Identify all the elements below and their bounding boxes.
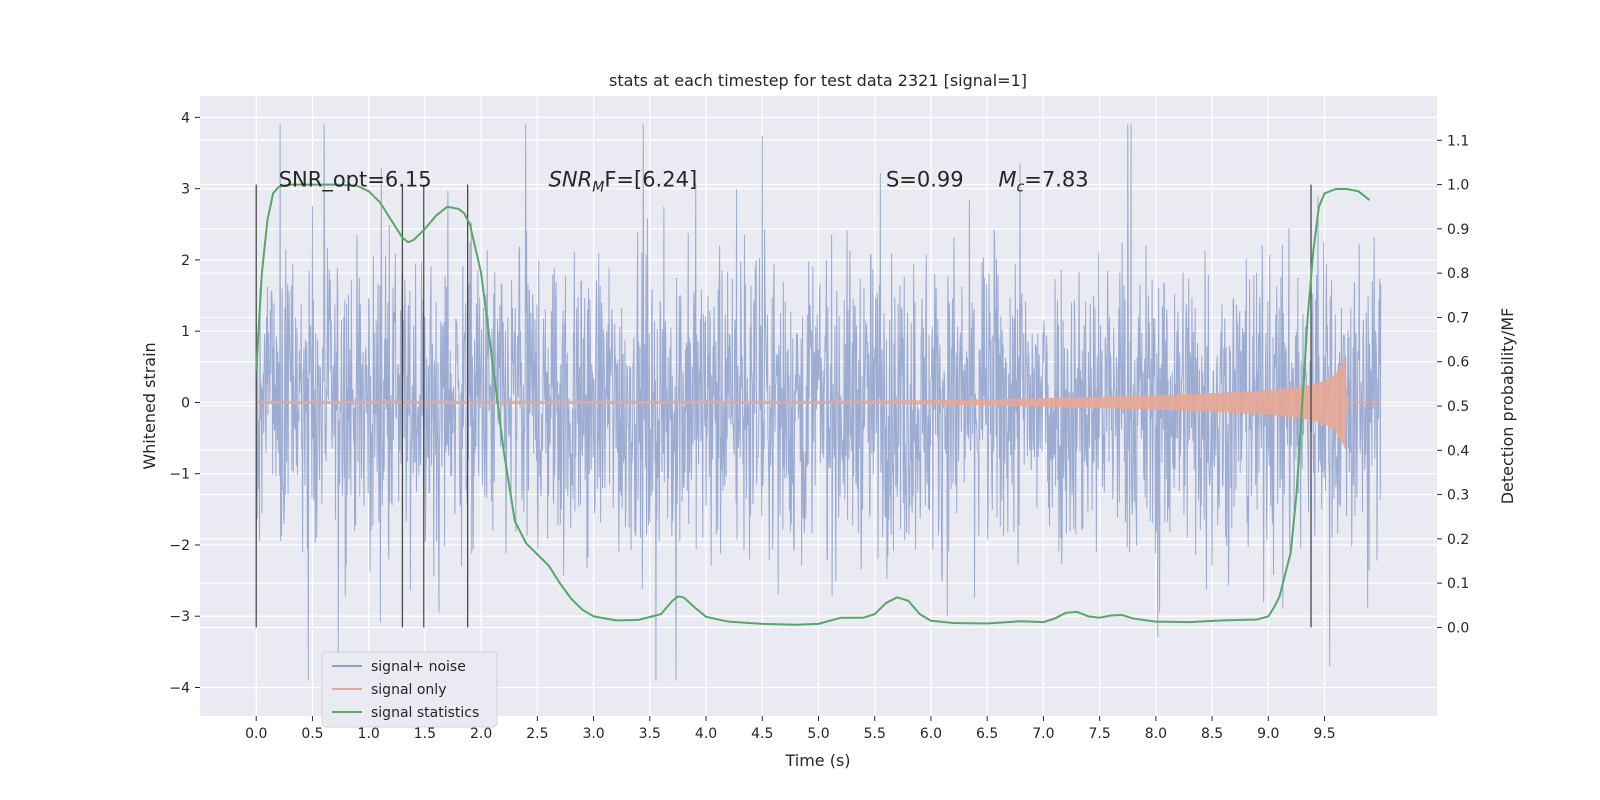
x-tick-label: 1.0 [358, 726, 380, 742]
x-tick-label: 8.0 [1145, 726, 1167, 742]
y-right-axis-ticks: 0.0 0.1 0.2 0.3 0.4 0.5 0.6 0.7 0.8 0.9 1.0 1.1 [1437, 133, 1469, 636]
y-right-tick-label: 0.3 [1447, 488, 1469, 504]
y-right-tick-label: 1.0 [1447, 178, 1469, 194]
x-tick-label: 4.0 [695, 726, 717, 742]
annotation: SNRMF=[6.24] [549, 168, 698, 196]
y-right-tick-label: 0.8 [1447, 266, 1469, 282]
y-right-tick-label: 0.9 [1447, 222, 1469, 238]
y-left-axis-label: Whitened strain [140, 342, 159, 469]
x-tick-label: 6.5 [976, 726, 998, 742]
x-tick-label: 7.0 [1032, 726, 1054, 742]
y-left-tick-label: −4 [169, 680, 190, 696]
x-tick-label: 7.5 [1089, 726, 1111, 742]
series-signal-only [255, 358, 1381, 447]
y-right-tick-label: 0.1 [1447, 576, 1469, 592]
x-tick-label: 2.5 [526, 726, 548, 742]
legend-label-signal-noise: signal+ noise [371, 659, 466, 675]
y-right-tick-label: 0.0 [1447, 620, 1469, 636]
x-tick-label: 5.0 [807, 726, 829, 742]
x-tick-label: 8.5 [1201, 726, 1223, 742]
y-left-tick-label: −3 [169, 609, 190, 625]
y-right-tick-label: 0.7 [1447, 310, 1469, 326]
annotation: Mc=7.83 [998, 168, 1088, 196]
y-right-axis-label: Detection probability/MF [1498, 308, 1517, 505]
series-signal-noise [255, 124, 1382, 681]
x-tick-label: 2.0 [470, 726, 492, 742]
y-right-tick-label: 0.2 [1447, 532, 1469, 548]
chart-title: stats at each timestep for test data 232… [609, 71, 1027, 90]
signal-noise-trace [255, 124, 1382, 681]
signal-only-trace [255, 358, 1381, 447]
x-tick-label: 0.0 [245, 726, 267, 742]
y-left-tick-label: −1 [169, 467, 190, 483]
y-right-tick-label: 0.4 [1447, 443, 1469, 459]
legend: signal+ noise signal only signal statist… [321, 651, 498, 728]
x-tick-label: 1.5 [414, 726, 436, 742]
x-tick-label: 9.0 [1257, 726, 1279, 742]
x-tick-label: 3.0 [582, 726, 604, 742]
y-left-tick-label: 2 [181, 253, 190, 269]
y-right-tick-label: 0.5 [1447, 399, 1469, 415]
y-left-tick-label: 1 [181, 324, 190, 340]
x-tick-label: 4.5 [751, 726, 773, 742]
x-tick-label: 3.5 [639, 726, 661, 742]
y-left-tick-label: 4 [181, 110, 190, 126]
x-axis-ticks: 0.0 0.5 1.0 1.5 2.0 2.5 3.0 3.5 4.0 4.5 5.0 5.5 6.0 6… [245, 716, 1336, 742]
vertical-markers [255, 184, 1312, 628]
y-left-tick-label: 3 [181, 182, 190, 198]
y-left-tick-label: −2 [169, 538, 190, 554]
y-left-axis-ticks: −4 −3 −2 −1 0 1 2 3 4 [169, 110, 200, 696]
series-signal-statistics [255, 183, 1371, 626]
legend-box [321, 651, 498, 728]
x-axis-label: Time (s) [784, 751, 850, 770]
y-left-tick-label: 0 [181, 395, 190, 411]
annotation: S=0.99 [886, 168, 964, 192]
x-tick-label: 0.5 [301, 726, 323, 742]
x-tick-label: 5.5 [864, 726, 886, 742]
y-right-tick-label: 0.6 [1447, 355, 1469, 371]
y-right-tick-label: 1.1 [1447, 133, 1469, 149]
legend-label-signal-only: signal only [371, 682, 446, 698]
signal-statistics-line [255, 183, 1371, 626]
x-tick-label: 9.5 [1313, 726, 1335, 742]
legend-label-signal-statistics: signal statistics [371, 705, 479, 721]
annotations: SNR_opt=6.15 SNRMF=[6.24] S=0.99 Mc=7.83 [279, 168, 1089, 196]
annotation: SNR_opt=6.15 [279, 168, 432, 193]
x-tick-label: 6.0 [920, 726, 942, 742]
